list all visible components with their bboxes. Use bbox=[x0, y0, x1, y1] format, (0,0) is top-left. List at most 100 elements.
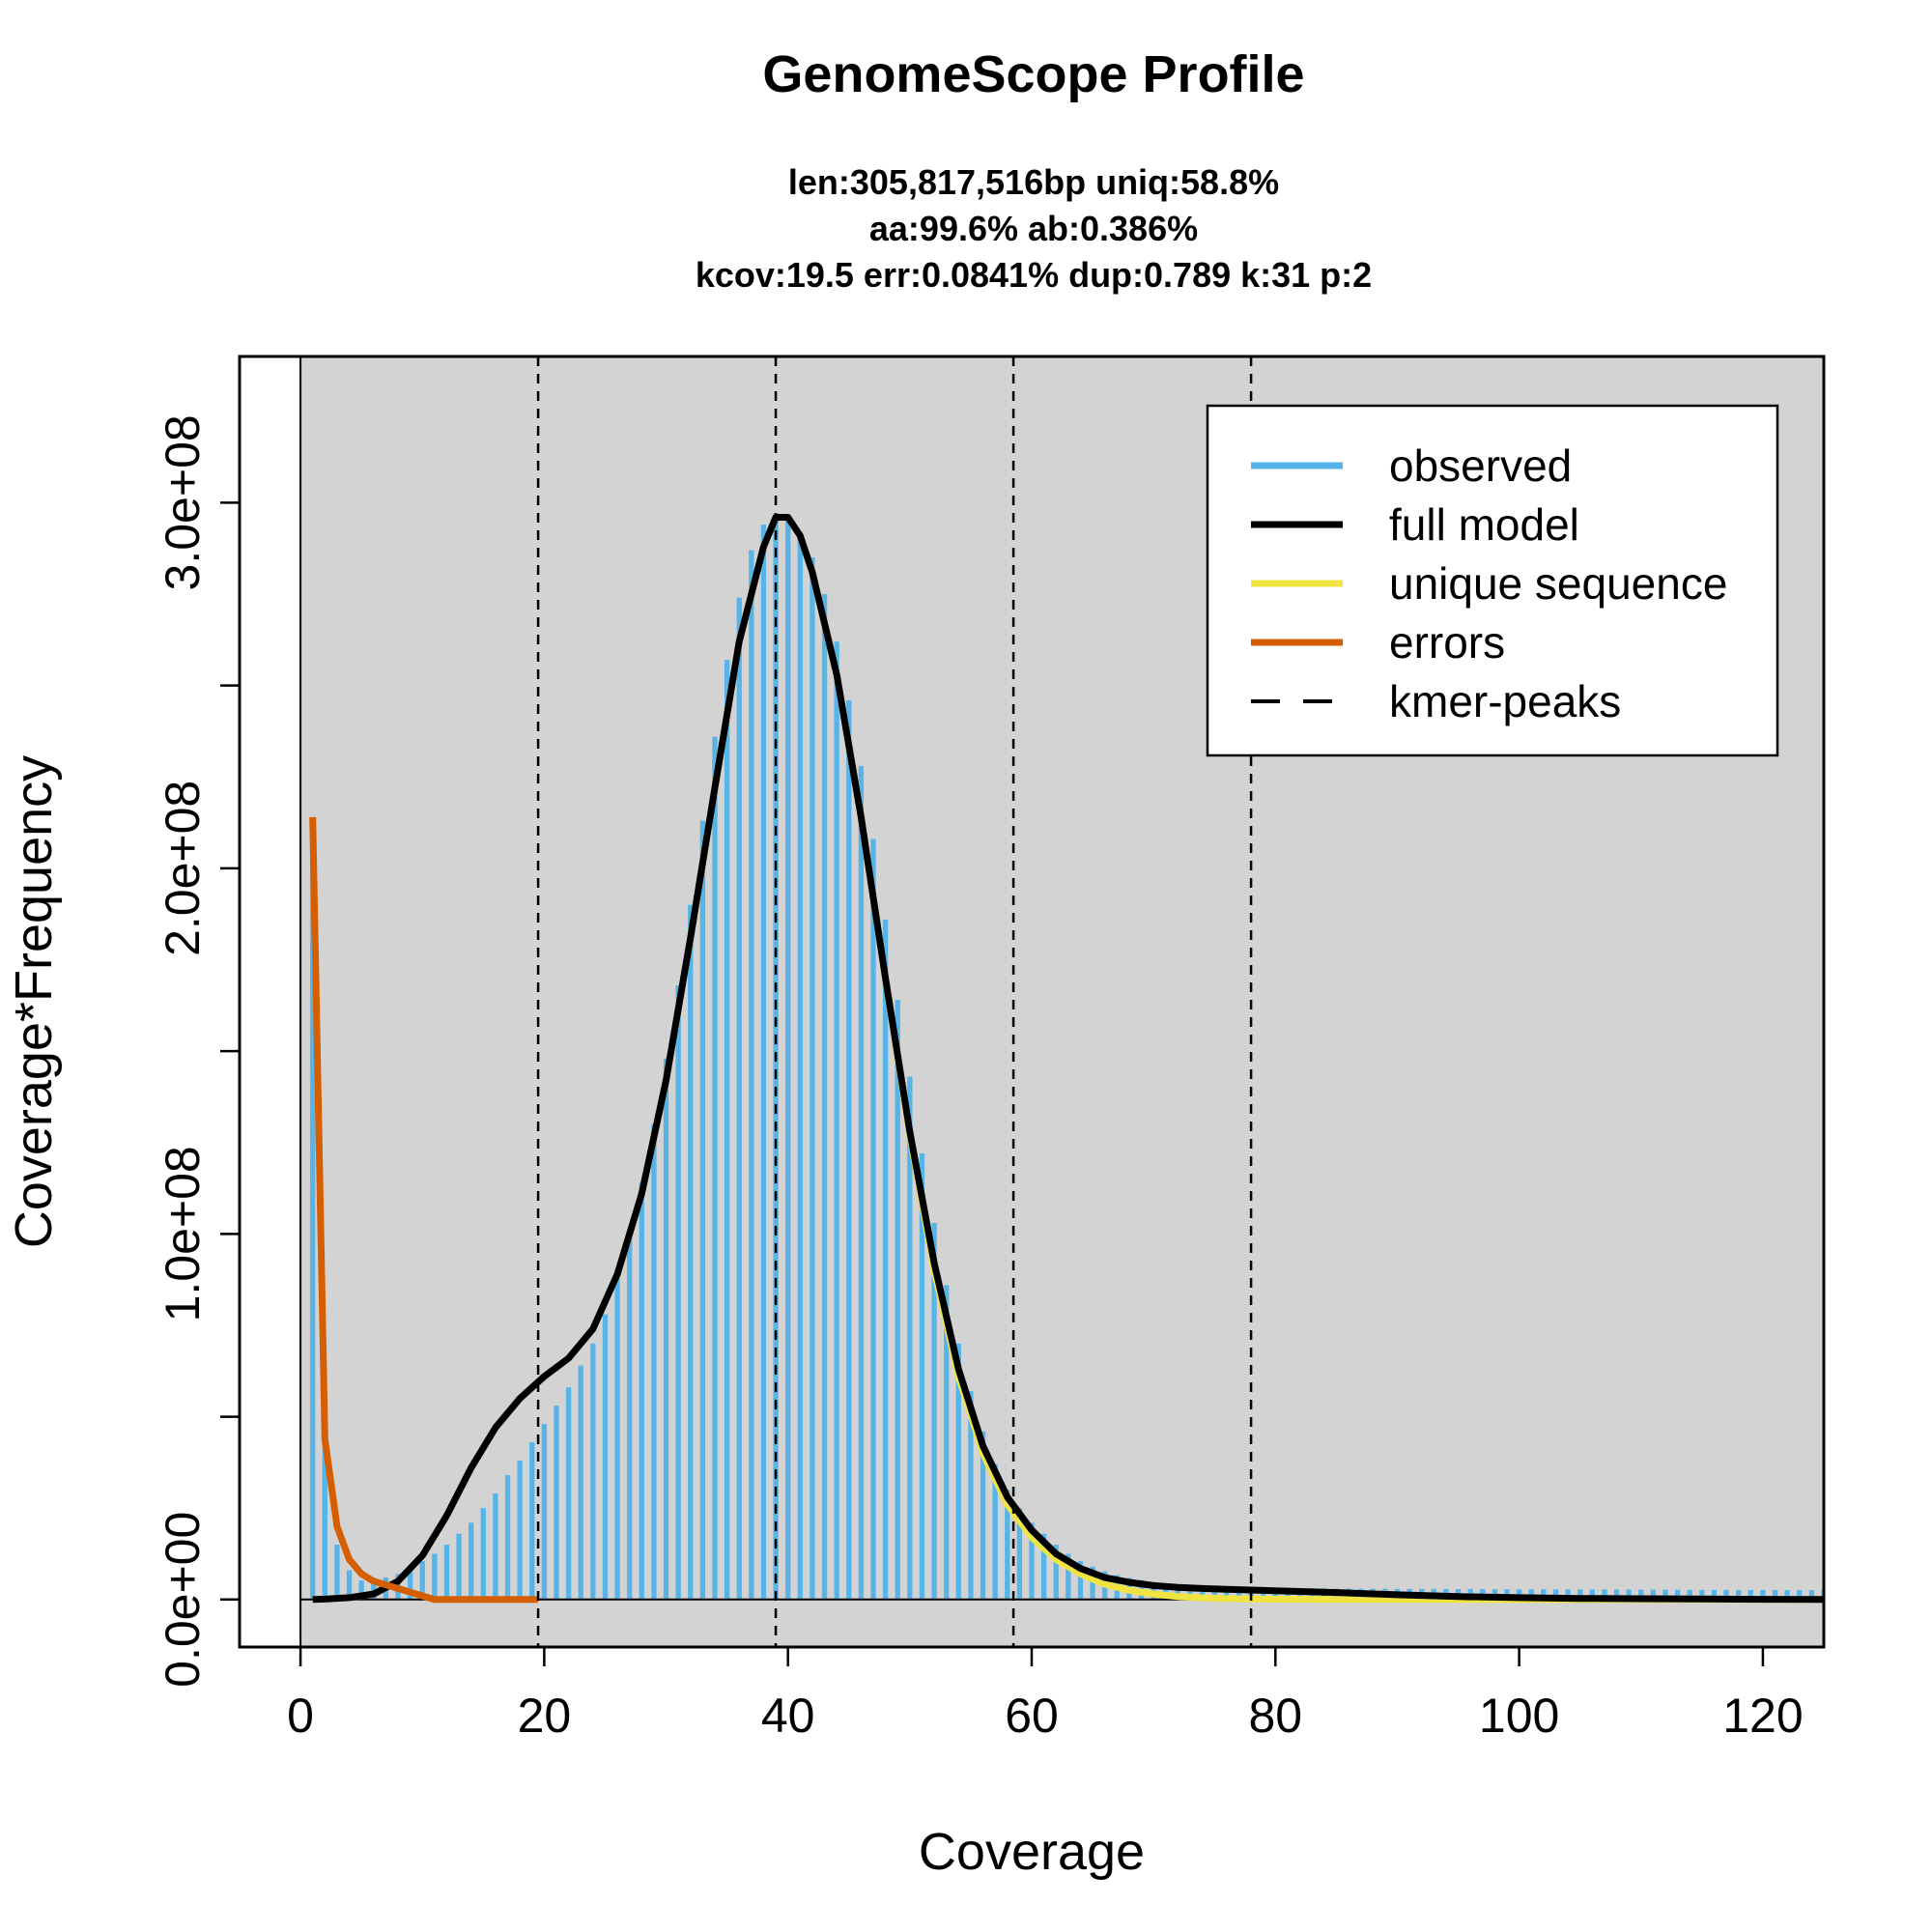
observed-bar bbox=[797, 531, 803, 1600]
observed-bar bbox=[310, 816, 316, 1600]
observed-bar bbox=[1602, 1589, 1607, 1600]
observed-bar bbox=[1016, 1508, 1023, 1600]
observed-bar bbox=[1772, 1589, 1778, 1600]
x-tick-label: 80 bbox=[1248, 1689, 1302, 1743]
y-tick-label: 2.0e+08 bbox=[156, 781, 210, 956]
observed-bar bbox=[1199, 1585, 1206, 1600]
observed-bar bbox=[846, 699, 852, 1600]
observed-bar bbox=[1236, 1587, 1242, 1600]
observed-bar bbox=[407, 1568, 413, 1600]
observed-bar bbox=[1589, 1589, 1595, 1600]
observed-bar bbox=[1053, 1545, 1059, 1600]
observed-bar bbox=[1626, 1589, 1632, 1600]
legend-label: full model bbox=[1389, 499, 1579, 550]
observed-bar bbox=[1723, 1589, 1729, 1600]
observed-bar bbox=[1541, 1589, 1547, 1600]
observed-bar bbox=[443, 1545, 450, 1600]
observed-bar bbox=[712, 736, 718, 1600]
observed-bar bbox=[1699, 1589, 1705, 1600]
observed-bar bbox=[1552, 1589, 1559, 1600]
y-axis-title: Coverage*Frequency bbox=[5, 755, 63, 1248]
observed-bar bbox=[955, 1343, 961, 1600]
observed-bar bbox=[346, 1570, 353, 1600]
observed-bar bbox=[1797, 1590, 1803, 1600]
observed-bar bbox=[602, 1314, 609, 1600]
legend-label: errors bbox=[1389, 617, 1505, 668]
full-model-line bbox=[312, 514, 1824, 1604]
observed-bar bbox=[590, 1343, 596, 1600]
observed-bar bbox=[1650, 1589, 1657, 1600]
observed-bar bbox=[858, 765, 865, 1600]
observed-bar bbox=[1040, 1533, 1047, 1600]
observed-bar bbox=[931, 1222, 937, 1600]
chart-subtitle-line-2: aa:99.6% ab:0.386% bbox=[869, 209, 1198, 248]
y-tick-label: 0.0e+00 bbox=[156, 1512, 210, 1688]
x-tick-label: 0 bbox=[287, 1689, 314, 1743]
observed-bar bbox=[480, 1508, 486, 1600]
legend-label: observed bbox=[1389, 440, 1572, 491]
observed-bar bbox=[919, 1153, 925, 1600]
x-axis: 0 20 40 60 80 100 120 bbox=[287, 1645, 1804, 1743]
observed-bar bbox=[907, 1076, 913, 1600]
observed-bar bbox=[895, 1000, 900, 1600]
observed-bar bbox=[1065, 1553, 1071, 1600]
observed-bar bbox=[760, 525, 767, 1600]
observed-bar bbox=[1005, 1490, 1010, 1600]
observed-bar bbox=[1736, 1589, 1742, 1600]
observed-bar bbox=[456, 1533, 462, 1600]
y-tick-label: 1.0e+08 bbox=[156, 1146, 210, 1321]
legend-label: kmer-peaks bbox=[1389, 676, 1621, 726]
observed-bar bbox=[663, 1058, 669, 1600]
observed-bar bbox=[1577, 1589, 1583, 1600]
observed-bar bbox=[1687, 1589, 1692, 1600]
errors-line bbox=[309, 816, 539, 1604]
observed-bar bbox=[1760, 1589, 1766, 1600]
observed-bar bbox=[504, 1475, 511, 1600]
y-axis: 0.0e+00 1.0e+08 2.0e+08 3.0e+08 bbox=[156, 414, 240, 1688]
legend-label: unique sequence bbox=[1389, 558, 1727, 609]
observed-bar bbox=[821, 594, 828, 1600]
observed-bar bbox=[992, 1463, 998, 1600]
observed-bar bbox=[334, 1545, 340, 1600]
observed-bar bbox=[1224, 1586, 1230, 1600]
x-tick-label: 100 bbox=[1479, 1689, 1559, 1743]
observed-bar bbox=[675, 984, 681, 1600]
legend: observed full model unique sequence errors k… bbox=[1206, 404, 1779, 757]
observed-bar bbox=[1163, 1583, 1169, 1600]
observed-bar bbox=[627, 1234, 633, 1600]
observed-bar bbox=[639, 1182, 644, 1600]
observed-bar bbox=[1528, 1589, 1534, 1600]
observed-bar bbox=[1565, 1589, 1571, 1600]
observed-bar bbox=[1662, 1589, 1668, 1600]
observed-bar bbox=[1077, 1561, 1084, 1600]
observed-bar bbox=[870, 838, 876, 1600]
chart-subtitle-line-1: len:305,817,516bp uniq:58.8% bbox=[788, 162, 1279, 202]
observed-bar bbox=[651, 1123, 657, 1600]
x-tick-label: 40 bbox=[761, 1689, 815, 1743]
observed-bar bbox=[565, 1387, 572, 1600]
observed-bar bbox=[1029, 1522, 1035, 1600]
y-tick-label: 3.0e+08 bbox=[156, 414, 210, 590]
observed-bar bbox=[1211, 1586, 1217, 1600]
observed-bar bbox=[749, 550, 754, 1600]
observed-bar bbox=[882, 919, 889, 1600]
observed-bar bbox=[1090, 1566, 1095, 1600]
observed-bar bbox=[736, 597, 742, 1600]
observed-bar bbox=[578, 1365, 583, 1600]
observed-bar bbox=[980, 1431, 986, 1600]
x-axis-title: Coverage bbox=[919, 1823, 1145, 1881]
x-tick-label: 120 bbox=[1722, 1689, 1803, 1743]
observed-bar bbox=[968, 1391, 974, 1600]
observed-bar bbox=[1808, 1590, 1815, 1600]
observed-bar bbox=[614, 1277, 620, 1600]
chart-title: GenomeScope Profile bbox=[762, 45, 1304, 103]
observed-bar bbox=[529, 1442, 535, 1600]
observed-bar bbox=[493, 1493, 498, 1600]
x-tick-label: 60 bbox=[1005, 1689, 1059, 1743]
observed-bar bbox=[944, 1285, 950, 1600]
chart-subtitle-line-3: kcov:19.5 err:0.0841% dup:0.789 k:31 p:2 bbox=[696, 255, 1372, 295]
observed-bar bbox=[1674, 1589, 1681, 1600]
observed-bar bbox=[432, 1553, 438, 1600]
observed-bar bbox=[1613, 1589, 1620, 1600]
